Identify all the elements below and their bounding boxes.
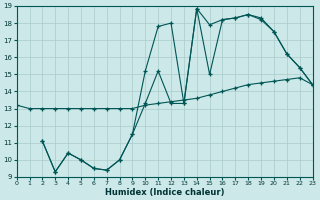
- X-axis label: Humidex (Indice chaleur): Humidex (Indice chaleur): [105, 188, 224, 197]
